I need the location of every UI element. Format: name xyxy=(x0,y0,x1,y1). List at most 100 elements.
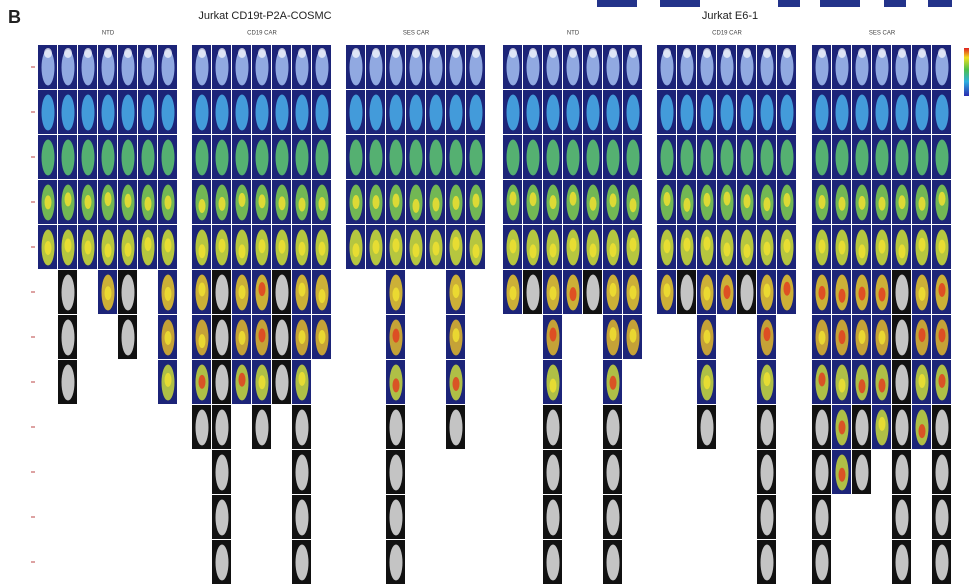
mouse xyxy=(122,95,135,131)
mouse xyxy=(781,95,794,131)
signal xyxy=(744,194,751,208)
condition-label: CD19 CAR xyxy=(247,31,277,37)
mouse-head xyxy=(938,48,946,58)
mouse xyxy=(216,275,229,311)
mouse xyxy=(296,500,309,536)
mouse xyxy=(547,455,560,491)
mouse-head xyxy=(84,48,92,58)
mouse xyxy=(661,95,674,131)
signal xyxy=(819,240,826,254)
signal xyxy=(764,327,771,341)
signal xyxy=(919,197,926,211)
signal xyxy=(939,192,946,206)
mouse xyxy=(196,410,209,446)
signal xyxy=(199,375,206,389)
condition-label: SES CAR xyxy=(403,31,430,37)
signal xyxy=(259,282,266,296)
mouse xyxy=(816,410,829,446)
mouse xyxy=(296,95,309,131)
signal xyxy=(393,287,400,301)
mouse xyxy=(627,140,640,176)
mouse xyxy=(916,95,929,131)
mouse-head xyxy=(898,48,906,58)
mouse xyxy=(527,140,540,176)
mouse xyxy=(162,140,175,176)
mouse xyxy=(587,95,600,131)
mouse xyxy=(936,545,949,581)
signal xyxy=(319,197,326,211)
signal xyxy=(819,372,826,386)
signal xyxy=(373,195,380,209)
signal xyxy=(839,240,846,254)
signal xyxy=(919,424,926,438)
condition-label: CD19 CAR xyxy=(712,31,742,37)
mouse xyxy=(876,140,889,176)
signal xyxy=(839,197,846,211)
signal xyxy=(664,192,671,206)
mouse xyxy=(390,95,403,131)
signal xyxy=(453,328,460,342)
mouse xyxy=(587,140,600,176)
signal xyxy=(590,243,597,257)
mouse-head xyxy=(549,48,557,58)
mouse xyxy=(896,455,909,491)
signal xyxy=(85,241,92,255)
mouse-head xyxy=(452,48,460,58)
mouse-head xyxy=(258,48,266,58)
signal xyxy=(859,330,866,344)
mouse xyxy=(390,140,403,176)
mouse xyxy=(661,140,674,176)
mouse-head xyxy=(858,48,866,58)
mouse xyxy=(936,410,949,446)
signal xyxy=(319,330,326,344)
signal xyxy=(299,330,306,344)
mouse xyxy=(296,545,309,581)
signal xyxy=(299,242,306,256)
signal xyxy=(839,289,846,303)
mouse-head xyxy=(763,48,771,58)
signal xyxy=(353,243,360,257)
mouse xyxy=(896,410,909,446)
mouse xyxy=(82,140,95,176)
mouse xyxy=(256,95,269,131)
signal xyxy=(879,417,886,431)
signal xyxy=(704,193,711,207)
mouse xyxy=(547,410,560,446)
signal xyxy=(279,196,286,210)
mouse xyxy=(936,95,949,131)
mouse-head xyxy=(372,48,380,58)
signal xyxy=(530,244,537,258)
signal xyxy=(125,194,132,208)
signal xyxy=(373,240,380,254)
mouse xyxy=(430,95,443,131)
mouse xyxy=(216,140,229,176)
mouse xyxy=(470,95,483,131)
signal xyxy=(199,199,206,213)
signal xyxy=(413,199,420,213)
signal xyxy=(45,241,52,255)
mouse-head xyxy=(198,48,206,58)
mouse-head xyxy=(723,48,731,58)
group-title: Jurkat E6-1 xyxy=(702,10,758,22)
mouse xyxy=(761,545,774,581)
mouse xyxy=(607,500,620,536)
mouse xyxy=(296,410,309,446)
mouse xyxy=(122,320,135,356)
signal xyxy=(353,195,360,209)
signal xyxy=(610,327,617,341)
signal xyxy=(299,283,306,297)
mouse xyxy=(681,275,694,311)
signal xyxy=(899,195,906,209)
signal xyxy=(704,375,711,389)
mouse xyxy=(607,410,620,446)
mouse-head xyxy=(124,48,132,58)
mouse xyxy=(701,140,714,176)
signal xyxy=(199,334,206,348)
signal xyxy=(550,328,557,342)
signal xyxy=(724,285,731,299)
top-cutoff xyxy=(597,0,952,7)
mouse xyxy=(410,140,423,176)
mouse xyxy=(607,545,620,581)
signal xyxy=(939,328,946,342)
mouse xyxy=(256,410,269,446)
